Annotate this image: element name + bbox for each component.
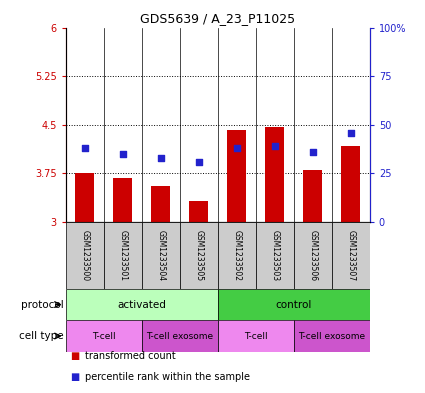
Text: T-cell exosome: T-cell exosome: [146, 332, 213, 340]
Bar: [341, 145, 360, 222]
Text: GSM1233500: GSM1233500: [80, 230, 89, 281]
Bar: [66, 289, 218, 320]
Bar: [66, 320, 142, 352]
Text: control: control: [275, 299, 312, 310]
Text: activated: activated: [117, 299, 166, 310]
Text: T-cell: T-cell: [92, 332, 116, 340]
Text: GSM1233503: GSM1233503: [270, 230, 279, 281]
Point: [196, 159, 202, 165]
Title: GDS5639 / A_23_P11025: GDS5639 / A_23_P11025: [140, 12, 295, 25]
Text: GSM1233501: GSM1233501: [118, 230, 127, 281]
Bar: [113, 178, 132, 222]
Bar: [294, 222, 332, 289]
Bar: [189, 201, 208, 222]
Bar: [218, 289, 370, 320]
Point: [309, 149, 316, 155]
Point: [119, 151, 126, 157]
Bar: [104, 222, 142, 289]
Text: T-cell: T-cell: [244, 332, 268, 340]
Bar: [142, 222, 180, 289]
Bar: [180, 222, 218, 289]
Bar: [294, 320, 370, 352]
Bar: [303, 170, 322, 222]
Bar: [75, 173, 94, 222]
Text: transformed count: transformed count: [85, 351, 176, 361]
Text: protocol: protocol: [21, 299, 64, 310]
Text: GSM1233502: GSM1233502: [232, 230, 241, 281]
Point: [157, 155, 164, 161]
Bar: [265, 127, 284, 222]
Bar: [332, 222, 370, 289]
Bar: [66, 222, 104, 289]
Bar: [256, 222, 294, 289]
Text: GSM1233505: GSM1233505: [194, 230, 203, 281]
Text: GSM1233507: GSM1233507: [346, 230, 355, 281]
Bar: [218, 222, 256, 289]
Bar: [142, 320, 218, 352]
Text: cell type: cell type: [19, 331, 64, 341]
Text: GSM1233506: GSM1233506: [308, 230, 317, 281]
Text: percentile rank within the sample: percentile rank within the sample: [85, 372, 250, 382]
Bar: [151, 186, 170, 222]
Point: [347, 129, 354, 136]
Bar: [218, 320, 294, 352]
Text: T-cell exosome: T-cell exosome: [298, 332, 366, 340]
Text: GSM1233504: GSM1233504: [156, 230, 165, 281]
Bar: [227, 130, 246, 222]
Point: [82, 145, 88, 151]
Text: ■: ■: [70, 372, 79, 382]
Point: [233, 145, 240, 151]
Point: [272, 143, 278, 149]
Text: ■: ■: [70, 351, 79, 361]
